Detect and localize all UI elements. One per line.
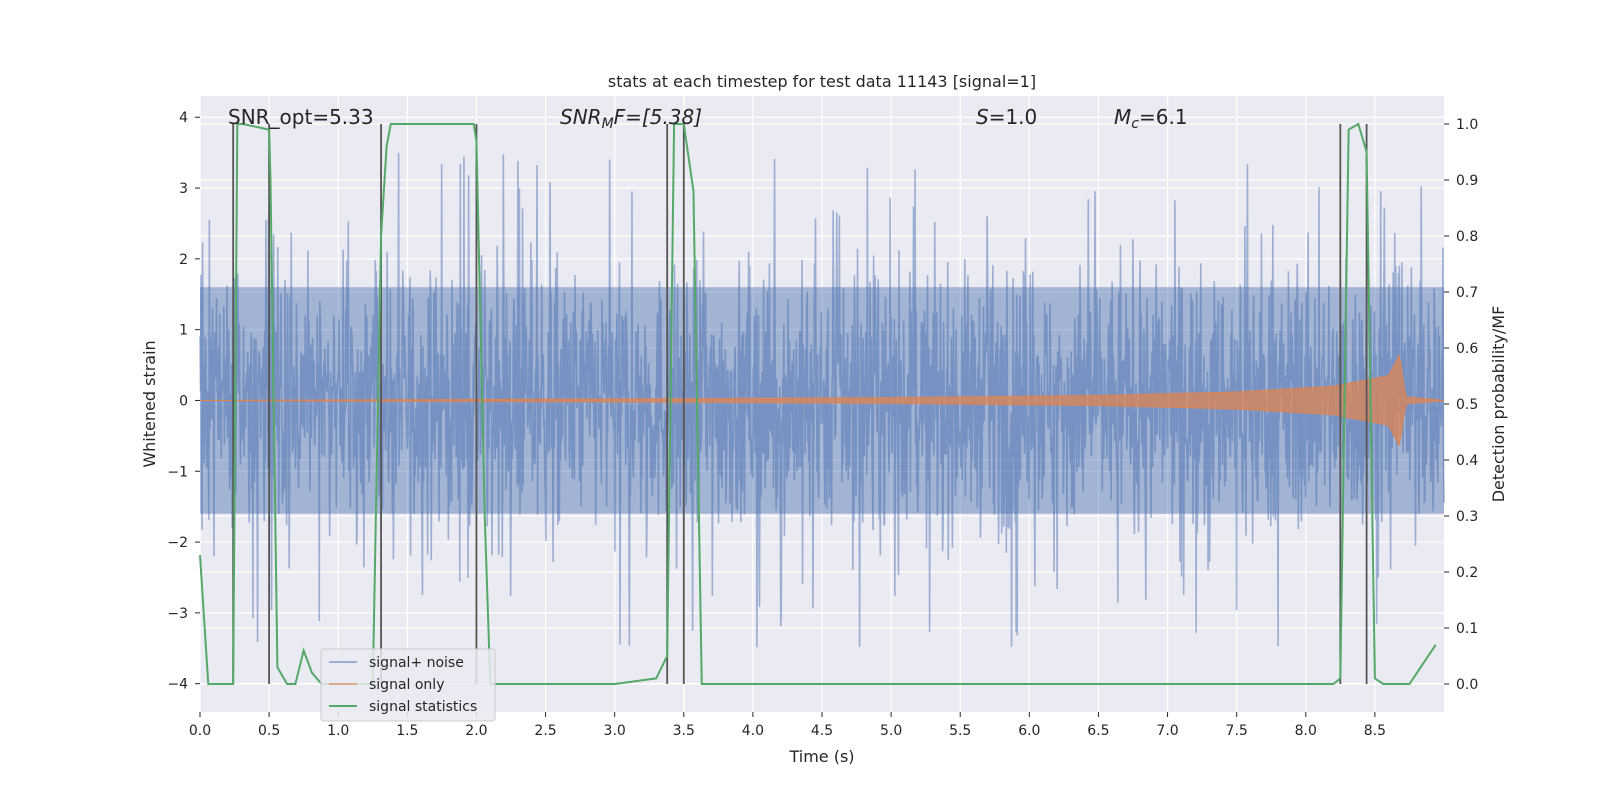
x-tick-label: 1.5	[396, 723, 418, 739]
y2-tick-labels: 1.0 0.9 0.8 0.7 0.6 0.5 0.4 0.3 0.2 0.1 0.0	[1444, 117, 1478, 693]
annotation-snr-mf-sub: M	[602, 116, 614, 132]
annotation-s-symbol: S	[976, 105, 989, 129]
x-tick-label: 8.5	[1364, 723, 1386, 739]
x-tick-label: 4.0	[742, 723, 764, 739]
noise-line	[199, 152, 1445, 648]
x-tick-label: 0.5	[258, 723, 280, 739]
annotation-mc-main: M	[1114, 105, 1131, 129]
x-tick-label: 0.0	[189, 723, 211, 739]
y-tick-label: −3	[167, 606, 188, 622]
y-tick-label: 2	[179, 252, 188, 268]
y2-tick-label: 0.5	[1456, 397, 1478, 413]
legend: signal+ noise signal only signal statist…	[320, 648, 496, 722]
annotation-s-value: =1.0	[989, 105, 1038, 129]
x-tick-label: 3.0	[604, 723, 626, 739]
x-tick-label: 7.0	[1156, 723, 1178, 739]
annotation-snr-mf-main: SNR	[560, 105, 602, 129]
x-tick-label: 7.5	[1226, 723, 1248, 739]
x-tick-label: 8.0	[1295, 723, 1317, 739]
signal-statistics-series	[199, 122, 1437, 685]
legend-label-signal: signal only	[369, 677, 444, 693]
x-tick-labels: 0.0 0.5 1.0 1.5 2.0 2.5 3.0 3.5 4.0 4.5 5.0 5.5 6.0 6…	[189, 712, 1386, 739]
annotation-mc-sub: c	[1131, 116, 1139, 132]
y-tick-label: 0	[179, 393, 188, 409]
x-tick-label: 6.5	[1087, 723, 1109, 739]
y-tick-label: −2	[167, 535, 188, 551]
y2-tick-label: 0.1	[1456, 621, 1478, 637]
y-tick-label: 1	[179, 323, 188, 339]
y2-axis-label: Detection probability/MF	[1489, 306, 1508, 503]
legend-label-noise: signal+ noise	[369, 655, 464, 671]
y-tick-label: 4	[179, 110, 188, 126]
y2-tick-label: 0.6	[1456, 341, 1478, 357]
annotation-s: S=1.0	[976, 105, 1037, 129]
legend-box	[320, 648, 496, 722]
x-tick-label: 2.0	[465, 723, 487, 739]
x-tick-label: 2.5	[534, 723, 556, 739]
annotation-mc: Mc=6.1	[1114, 105, 1188, 132]
y2-tick-label: 0.9	[1456, 173, 1478, 189]
x-axis-label: Time (s)	[788, 747, 854, 766]
y-tick-label: −1	[167, 464, 188, 480]
annotation-snr-mf: SNRMF=[5.38]	[560, 105, 702, 132]
y2-tick-label: 0.2	[1456, 565, 1478, 581]
legend-label-statistics: signal statistics	[369, 699, 477, 715]
annotation-snr-opt: SNR_opt=5.33	[228, 105, 374, 129]
statistics-line	[199, 122, 1437, 685]
y2-tick-label: 0.3	[1456, 509, 1478, 525]
y2-tick-label: 1.0	[1456, 117, 1478, 133]
y2-tick-label: 0.8	[1456, 229, 1478, 245]
y-tick-label: −4	[167, 677, 188, 693]
vertical-markers	[232, 124, 1368, 684]
x-tick-label: 4.5	[811, 723, 833, 739]
signal-only-series	[199, 354, 1445, 447]
y-axis-label: Whitened strain	[140, 340, 159, 467]
y2-tick-label: 0.0	[1456, 677, 1478, 693]
chart-title: stats at each timestep for test data 111…	[608, 72, 1036, 91]
annotation-snr-mf-tail: F=[5.38]	[614, 105, 702, 129]
x-tick-label: 5.0	[880, 723, 902, 739]
y2-tick-label: 0.7	[1456, 285, 1478, 301]
y2-tick-label: 0.4	[1456, 453, 1478, 469]
x-tick-label: 5.5	[949, 723, 971, 739]
signal-envelope	[199, 354, 1445, 447]
x-tick-label: 3.5	[673, 723, 695, 739]
annotation-mc-value: =6.1	[1139, 105, 1188, 129]
x-tick-label: 6.0	[1018, 723, 1040, 739]
y-tick-label: 3	[179, 181, 188, 197]
y-tick-labels: 4 3 2 1 0 −1 −2 −3 −4	[167, 110, 200, 693]
x-tick-label: 1.0	[327, 723, 349, 739]
